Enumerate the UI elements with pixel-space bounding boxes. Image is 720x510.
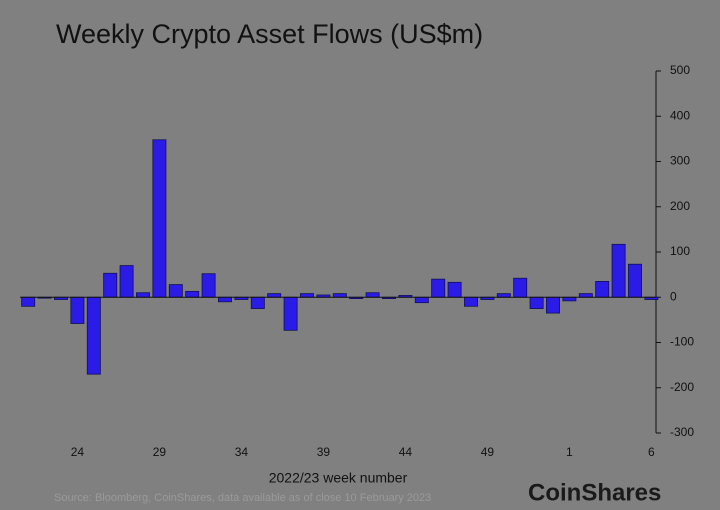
bar xyxy=(546,296,560,314)
bar xyxy=(578,293,593,298)
bar xyxy=(250,296,265,309)
bar xyxy=(595,281,610,298)
x-tick-label: 39 xyxy=(317,445,331,459)
brand-logo: CoinShares xyxy=(528,479,661,506)
y-tick-label: -200 xyxy=(670,380,694,394)
x-tick-label: 44 xyxy=(399,445,413,459)
bar xyxy=(628,263,642,298)
bar xyxy=(496,293,511,298)
y-tick-label: 400 xyxy=(670,108,690,122)
x-axis-label: 2022/23 week number xyxy=(269,470,408,486)
bar xyxy=(152,139,167,298)
bar xyxy=(529,296,544,309)
x-tick-label: 24 xyxy=(71,445,85,459)
bar xyxy=(103,272,118,298)
bar xyxy=(70,296,85,324)
bar xyxy=(201,273,216,298)
bar xyxy=(21,296,36,307)
bar xyxy=(119,265,134,298)
y-tick-label: 200 xyxy=(670,199,690,213)
bar xyxy=(447,281,462,298)
x-tick-label: 34 xyxy=(235,445,249,459)
x-tick-label: 1 xyxy=(566,445,573,459)
y-tick-label: -300 xyxy=(670,425,694,439)
bar xyxy=(513,277,528,298)
bar xyxy=(136,292,150,298)
y-tick-label: 300 xyxy=(670,154,690,168)
bar xyxy=(431,278,446,298)
x-tick-label: 29 xyxy=(153,445,167,459)
y-tick-label: 0 xyxy=(670,289,677,303)
bar xyxy=(185,290,200,298)
y-tick-label: -100 xyxy=(670,335,694,349)
y-tick-label: 500 xyxy=(670,63,690,77)
bar xyxy=(365,292,380,298)
bar xyxy=(300,293,314,298)
source-note: Source: Bloomberg, CoinShares, data avai… xyxy=(54,492,431,504)
y-tick-label: 100 xyxy=(670,244,690,258)
bar xyxy=(562,296,577,302)
bar xyxy=(611,243,626,298)
bar xyxy=(283,296,298,331)
chart-title: Weekly Crypto Asset Flows (US$m) xyxy=(56,19,483,49)
bar xyxy=(86,296,101,375)
bar xyxy=(332,293,347,298)
bar xyxy=(267,293,282,298)
x-tick-label: 6 xyxy=(648,445,655,459)
x-tick-label: 49 xyxy=(481,445,495,459)
bar xyxy=(218,296,232,303)
bar xyxy=(414,296,429,304)
bar xyxy=(464,296,478,307)
bar xyxy=(168,284,183,298)
